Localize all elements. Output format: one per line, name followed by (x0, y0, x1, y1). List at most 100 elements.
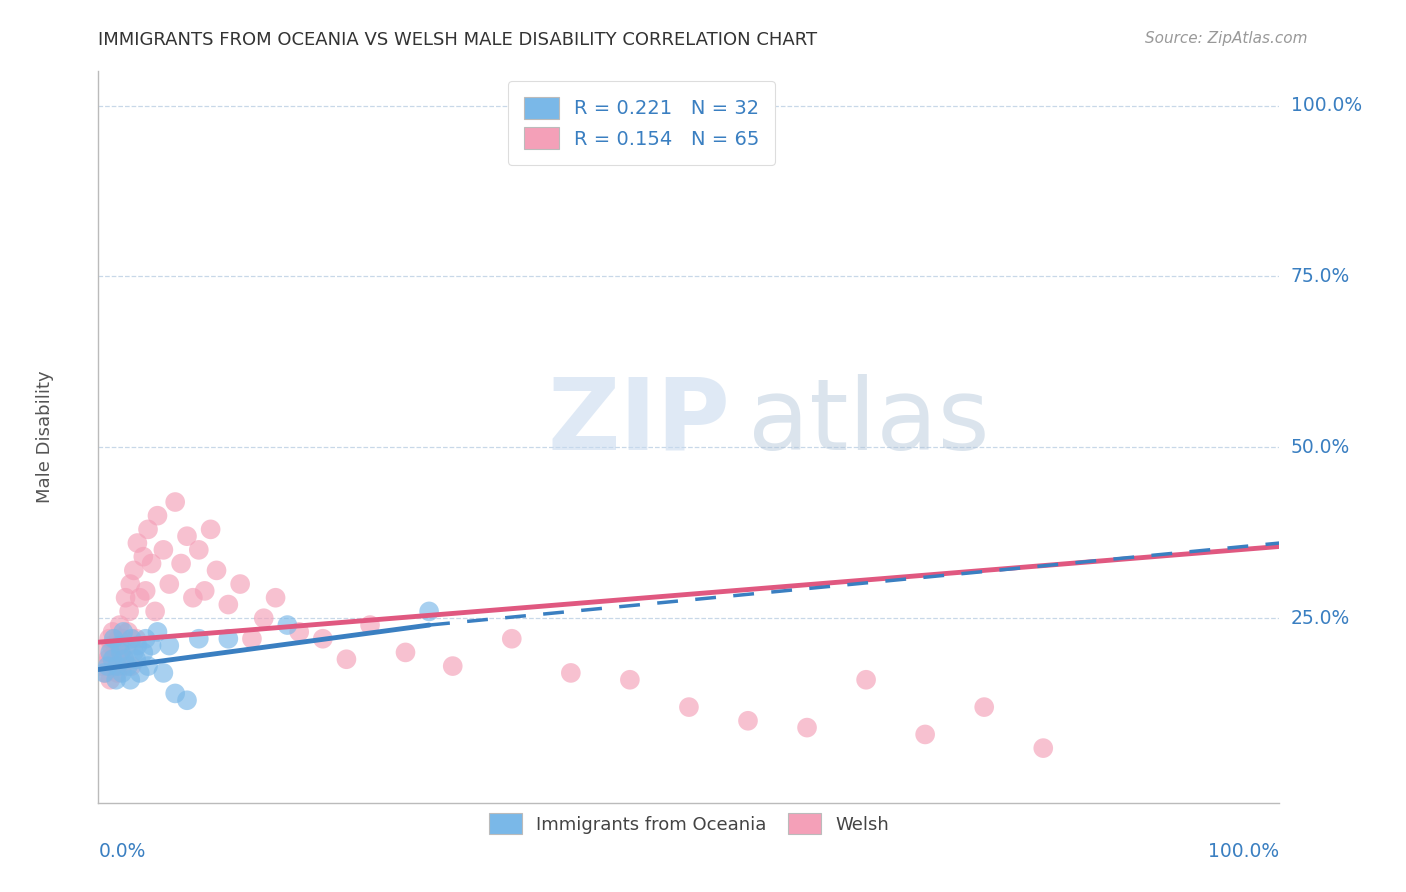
Point (135, 583, 157, 598)
Text: 100.0%: 100.0% (1291, 96, 1361, 115)
Point (93, 665, 115, 680)
Point (114, 591, 136, 605)
Point (181, 591, 204, 605)
Point (94, 665, 117, 680)
Point (100, 639, 122, 653)
Text: 25.0%: 25.0% (1291, 608, 1350, 628)
Point (112, 652, 135, 666)
Text: atlas: atlas (748, 374, 990, 471)
Point (146, 624, 169, 639)
Point (141, 557, 163, 571)
Point (394, 645, 416, 659)
Point (120, 577, 142, 591)
Point (98, 673, 121, 687)
Point (229, 577, 252, 591)
Point (105, 665, 128, 680)
Point (110, 645, 132, 659)
Point (112, 652, 135, 666)
Point (101, 624, 124, 639)
Point (91, 659, 114, 673)
Text: Source: ZipAtlas.com: Source: ZipAtlas.com (1144, 31, 1308, 46)
Point (737, 714, 759, 728)
Point (264, 591, 287, 605)
Point (125, 652, 148, 666)
Point (110, 645, 132, 659)
Point (194, 583, 217, 598)
Point (118, 604, 141, 618)
Point (276, 618, 298, 632)
Point (205, 563, 228, 577)
Point (98, 632, 121, 646)
Point (152, 542, 174, 557)
Point (253, 611, 276, 625)
Point (97, 652, 120, 666)
Point (1032, 741, 1054, 756)
Point (501, 632, 523, 646)
Text: 75.0%: 75.0% (1291, 267, 1350, 286)
Point (125, 632, 148, 646)
Point (117, 624, 139, 639)
Point (107, 632, 129, 646)
Point (105, 652, 128, 666)
Text: 50.0%: 50.0% (1291, 438, 1350, 457)
Point (111, 659, 134, 673)
Point (117, 659, 139, 673)
Point (127, 536, 149, 550)
Point (136, 659, 159, 673)
Point (152, 665, 174, 680)
Point (101, 652, 124, 666)
Point (418, 604, 440, 618)
Point (122, 645, 145, 659)
Point (678, 700, 700, 714)
Point (157, 577, 180, 591)
Point (103, 632, 125, 646)
Point (560, 665, 582, 680)
Point (146, 508, 169, 523)
Point (93, 645, 115, 659)
Point (240, 632, 263, 646)
Text: 0.0%: 0.0% (98, 842, 146, 861)
Point (187, 632, 209, 646)
Point (112, 632, 135, 646)
Point (165, 495, 187, 509)
Point (111, 665, 134, 680)
Point (359, 618, 381, 632)
Point (135, 632, 157, 646)
Point (288, 624, 311, 639)
Point (335, 652, 357, 666)
Point (105, 673, 128, 687)
Point (108, 639, 131, 653)
Point (105, 659, 128, 673)
Point (165, 686, 187, 700)
Point (132, 645, 155, 659)
Point (98, 645, 121, 659)
Point (120, 673, 142, 687)
Point (914, 727, 936, 741)
Point (170, 557, 193, 571)
Point (121, 632, 143, 646)
Point (128, 591, 150, 605)
Point (132, 549, 155, 564)
Point (312, 632, 335, 646)
Point (217, 598, 239, 612)
Point (97, 659, 120, 673)
Point (619, 673, 641, 687)
Point (103, 659, 125, 673)
Point (200, 522, 222, 536)
Point (128, 665, 150, 680)
Text: ZIP: ZIP (547, 374, 730, 471)
Text: 100.0%: 100.0% (1208, 842, 1279, 861)
Point (127, 639, 149, 653)
Point (176, 529, 198, 543)
Point (112, 624, 135, 639)
Point (136, 522, 159, 536)
Point (855, 673, 877, 687)
Point (187, 542, 209, 557)
Text: Male Disability: Male Disability (37, 371, 55, 503)
Text: IMMIGRANTS FROM OCEANIA VS WELSH MALE DISABILITY CORRELATION CHART: IMMIGRANTS FROM OCEANIA VS WELSH MALE DI… (98, 31, 817, 49)
Point (108, 618, 131, 632)
Point (121, 659, 143, 673)
Point (973, 700, 995, 714)
Legend: Immigrants from Oceania, Welsh: Immigrants from Oceania, Welsh (475, 799, 903, 848)
Point (176, 693, 198, 707)
